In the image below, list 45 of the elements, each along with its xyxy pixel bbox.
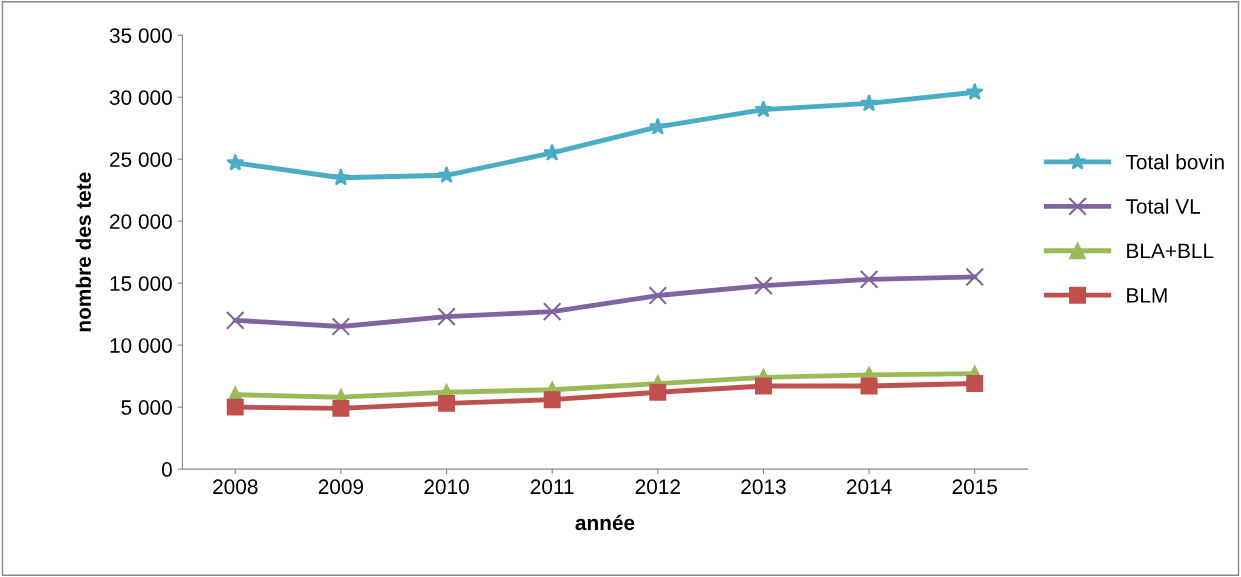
point <box>225 310 245 330</box>
y-axis-title: nombre des tete <box>75 172 91 332</box>
point <box>648 117 667 135</box>
x-tick-label: 2013 <box>741 479 786 495</box>
point <box>754 100 773 118</box>
point <box>965 267 985 287</box>
x-tick-label: 2008 <box>213 479 258 495</box>
point <box>859 270 879 289</box>
point <box>542 302 562 322</box>
point <box>543 391 561 409</box>
point <box>649 383 667 401</box>
legend-label: BLM <box>1127 288 1167 303</box>
legend-label: Total bovin <box>1125 154 1224 170</box>
x-tick-label: 2012 <box>635 479 680 495</box>
y-tick-label: 10 000 <box>110 338 172 353</box>
point <box>965 82 984 101</box>
x-axis-title: année <box>575 514 635 531</box>
point <box>860 377 878 395</box>
point <box>966 375 984 393</box>
point <box>332 399 350 417</box>
x-tick-label: 2015 <box>952 479 998 495</box>
x-tick-label: 2010 <box>424 479 469 495</box>
y-tick-label: 25 000 <box>110 152 172 167</box>
y-tick-label: 20 000 <box>110 214 172 229</box>
point <box>438 394 456 412</box>
legend-label: BLA+BLL <box>1127 243 1214 259</box>
x-tick-label: 2011 <box>530 479 574 495</box>
point <box>331 168 350 186</box>
y-tick-label: 5 000 <box>121 400 172 415</box>
point <box>754 276 773 295</box>
point <box>648 286 668 305</box>
y-tick-label: 15 000 <box>110 276 172 291</box>
point <box>860 94 879 112</box>
x-tick-label: 2009 <box>318 479 364 495</box>
x-tick-label: 2014 <box>846 479 892 495</box>
point <box>754 377 772 395</box>
point <box>437 307 456 326</box>
point <box>226 153 245 171</box>
point <box>331 317 351 336</box>
point <box>226 398 244 416</box>
y-tick-label: 0 <box>161 462 172 477</box>
legend-label: Total VL <box>1125 198 1201 214</box>
y-tick-label: 30 000 <box>109 90 172 105</box>
point <box>437 165 456 184</box>
y-tick-label: 35 000 <box>109 28 172 43</box>
